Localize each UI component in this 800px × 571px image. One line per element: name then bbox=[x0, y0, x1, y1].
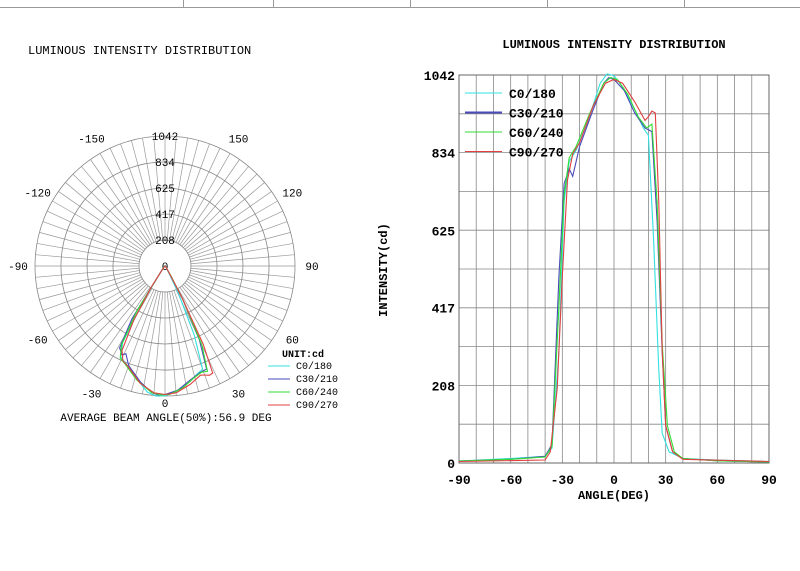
y-tick-label: 208 bbox=[432, 380, 456, 395]
polar-legend-label: C0/180 bbox=[296, 361, 332, 373]
legend-label: C60/240 bbox=[509, 126, 564, 141]
x-tick-label: 0 bbox=[610, 473, 618, 488]
polar-radial-tick-label: 417 bbox=[155, 210, 175, 222]
polar-angle-label: 60 bbox=[286, 336, 299, 348]
plot-frame bbox=[458, 74, 770, 464]
polar-legend-label: C30/210 bbox=[296, 374, 338, 386]
y-tick-label: 1042 bbox=[424, 69, 455, 84]
polar-angle-label: 0 bbox=[162, 399, 169, 411]
polar-ring bbox=[112, 213, 218, 319]
y-tick-label: 834 bbox=[432, 146, 456, 161]
polar-series-C0-180 bbox=[120, 265, 204, 397]
column-divider bbox=[183, 0, 184, 7]
beam-angle-footer: AVERAGE BEAM ANGLE(50%):56.9 DEG bbox=[60, 413, 271, 425]
column-divider bbox=[547, 0, 548, 7]
polar-angle-label: -90 bbox=[8, 262, 28, 274]
cartesian-title: LUMINOUS INTENSITY DISTRIBUTION bbox=[502, 38, 725, 52]
polar-angle-label: -60 bbox=[28, 336, 48, 348]
table-header-row bbox=[0, 0, 800, 8]
x-axis-label: ANGLE(DEG) bbox=[578, 489, 650, 503]
polar-radial-tick-label: 625 bbox=[155, 184, 175, 196]
unit-label: UNIT:cd bbox=[282, 349, 324, 361]
polar-ring bbox=[86, 187, 244, 345]
column-divider bbox=[684, 0, 685, 7]
polar-angle-label: -150 bbox=[78, 135, 104, 147]
polar-angle-label: -30 bbox=[82, 389, 102, 401]
column-divider bbox=[273, 0, 274, 7]
polar-angle-label: 90 bbox=[305, 262, 318, 274]
polar-radial-tick-label: 834 bbox=[155, 158, 175, 170]
polar-ring bbox=[60, 161, 270, 371]
polar-legend-label: C60/240 bbox=[296, 387, 338, 399]
x-tick-label: 60 bbox=[710, 473, 726, 488]
legend-label: C90/270 bbox=[509, 146, 564, 161]
y-tick-label: 625 bbox=[432, 224, 456, 239]
polar-angle-label: -120 bbox=[24, 189, 50, 201]
series-line-C60-240 bbox=[458, 76, 770, 463]
x-tick-label: -30 bbox=[551, 473, 575, 488]
y-axis-label: INTENSITY(cd) bbox=[377, 223, 391, 317]
series-line-C0-180 bbox=[458, 73, 770, 463]
polar-angle-label: 30 bbox=[232, 389, 245, 401]
x-tick-label: 90 bbox=[761, 473, 777, 488]
polar-series-C90-270 bbox=[121, 265, 214, 396]
polar-angle-label: 150 bbox=[229, 135, 249, 147]
polar-radial-tick-label: 0 bbox=[162, 262, 169, 274]
series-line-C90-270 bbox=[458, 78, 770, 463]
polar-series-C30-210 bbox=[119, 265, 208, 396]
polar-title: LUMINOUS INTENSITY DISTRIBUTION bbox=[28, 44, 251, 58]
y-tick-label: 417 bbox=[432, 302, 455, 317]
polar-ring bbox=[138, 239, 192, 293]
legend-label: C30/210 bbox=[509, 107, 564, 122]
x-tick-label: -60 bbox=[499, 473, 523, 488]
y-tick-label: 0 bbox=[447, 457, 455, 472]
polar-angle-label: 120 bbox=[282, 189, 302, 201]
polar-chart: 0 208 417 625 834 1042 0 30 60 90 120 150 -150 -120 -9… bbox=[8, 132, 338, 425]
legend-label: C0/180 bbox=[509, 87, 556, 102]
cartesian-chart: 0 208 417 625 834 1042 -90 -60 -30 0 30 60 90 ANGLE(D… bbox=[377, 69, 777, 503]
polar-radial-tick-label: 1042 bbox=[152, 132, 178, 144]
polar-legend-label: C90/270 bbox=[296, 400, 338, 412]
polar-radial-tick-label: 208 bbox=[155, 236, 175, 248]
x-tick-label: -90 bbox=[447, 473, 471, 488]
column-divider bbox=[410, 0, 411, 7]
x-tick-label: 30 bbox=[658, 473, 674, 488]
